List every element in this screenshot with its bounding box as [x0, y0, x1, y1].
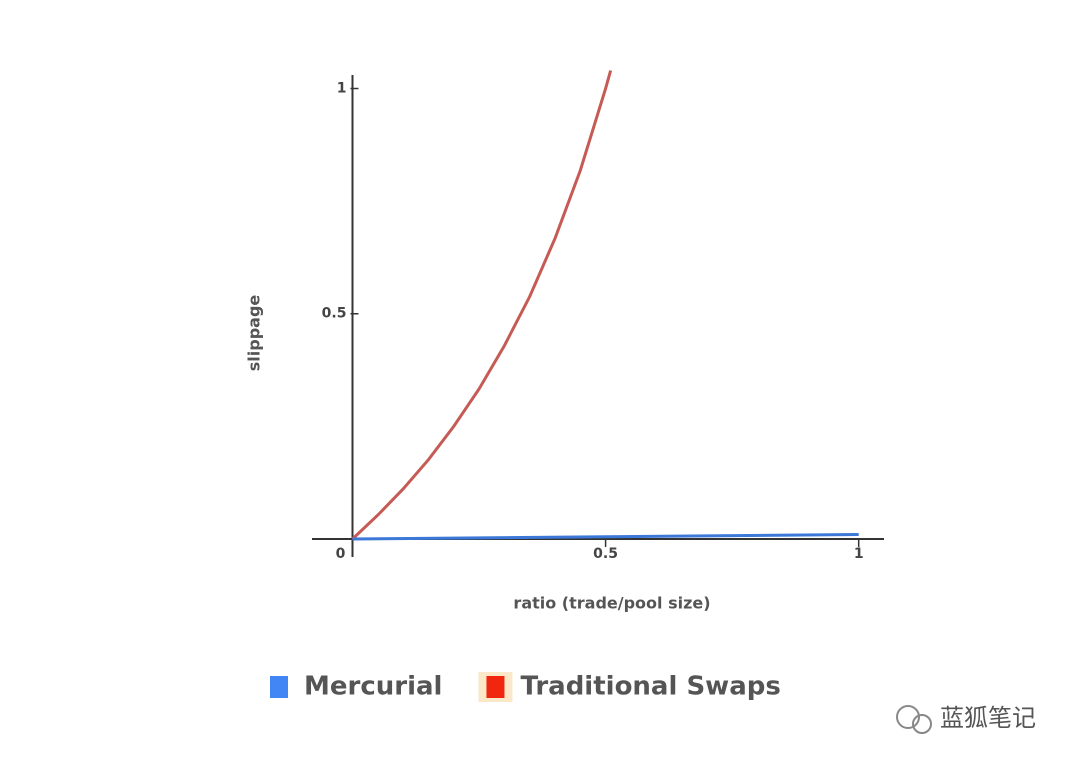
x-tick-label: 0.5	[593, 546, 618, 562]
legend-swatch	[486, 676, 505, 698]
x-axis-label: ratio (trade/pool size)	[513, 594, 710, 613]
watermark-icon	[896, 705, 920, 729]
watermark-text: 蓝狐笔记	[940, 704, 1036, 732]
watermark: 蓝狐笔记	[896, 704, 1036, 734]
y-tick-label: 0.5	[322, 306, 347, 322]
y-axis-label: slippage	[245, 295, 264, 372]
watermark-icon	[912, 714, 932, 734]
series-line	[352, 532, 859, 541]
legend-label: Mercurial	[304, 672, 442, 702]
series-line	[351, 70, 613, 541]
x-tick-label: 0	[336, 546, 346, 562]
legend-label: Traditional Swaps	[520, 672, 780, 702]
y-tick-label: 1	[337, 81, 347, 97]
x-tick-label: 1	[854, 546, 864, 562]
legend-swatch	[270, 676, 288, 698]
